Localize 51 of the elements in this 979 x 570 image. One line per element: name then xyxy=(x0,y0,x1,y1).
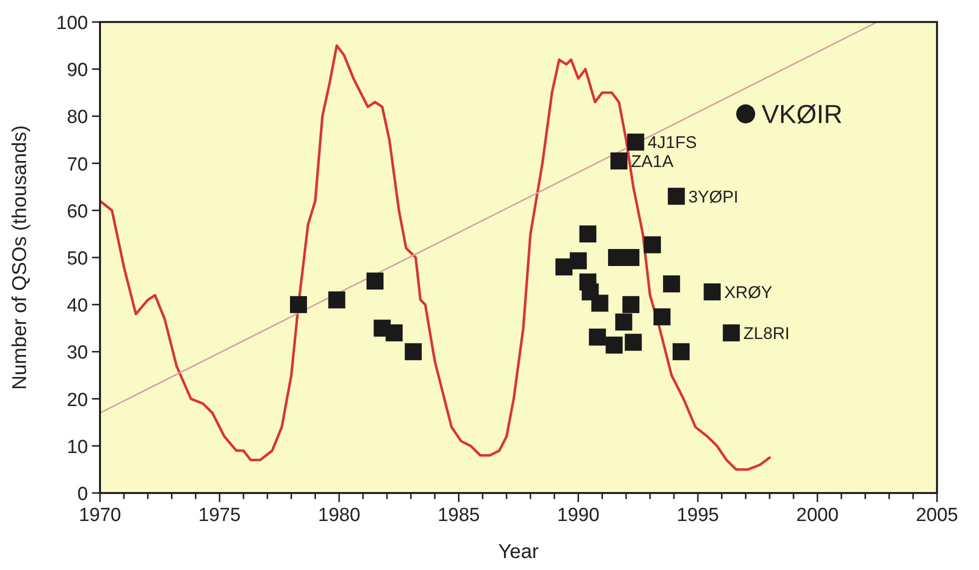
annotation: ZL8RI xyxy=(743,324,790,343)
point xyxy=(570,252,587,270)
point xyxy=(615,314,632,331)
annotation: 3YØPI xyxy=(688,187,738,206)
point xyxy=(579,225,596,242)
x-tick-label: 2005 xyxy=(916,505,958,526)
point xyxy=(290,296,307,314)
y-tick-label: 40 xyxy=(66,296,88,317)
x-tick-label: 2000 xyxy=(796,505,839,526)
point xyxy=(610,152,628,170)
annotation: 4J1FS xyxy=(648,133,697,152)
point xyxy=(328,291,346,308)
point xyxy=(386,324,403,342)
y-axis-title: Number of QSOs (thousands) xyxy=(9,125,31,390)
y-tick-label: 50 xyxy=(66,248,88,270)
point xyxy=(672,343,690,360)
point xyxy=(588,328,606,346)
point xyxy=(366,272,384,290)
annotation: ZA1A xyxy=(630,152,674,171)
y-tick-label: 90 xyxy=(66,60,88,82)
x-tick-label: 1980 xyxy=(318,505,360,526)
y-tick-label: 60 xyxy=(66,201,88,222)
x-tick-label: 1985 xyxy=(438,505,480,526)
point xyxy=(663,275,680,292)
y-tick-label: 0 xyxy=(77,484,88,505)
y-tick-label: 30 xyxy=(66,342,88,364)
x-tick-label: 1995 xyxy=(676,505,719,526)
y-tick-label: 80 xyxy=(66,107,88,128)
point xyxy=(653,308,670,326)
y-tick-label: 10 xyxy=(66,436,88,458)
point xyxy=(624,334,642,351)
x-axis-title: Year xyxy=(498,541,540,563)
point xyxy=(627,134,644,151)
y-tick-label: 20 xyxy=(66,390,88,411)
point xyxy=(736,104,756,124)
y-tick-label: 100 xyxy=(56,13,88,34)
annotation: VKØIR xyxy=(762,98,843,129)
point xyxy=(644,236,661,254)
x-tick-label: 1975 xyxy=(198,505,241,526)
point xyxy=(622,296,640,314)
point xyxy=(555,258,572,276)
point xyxy=(606,336,623,354)
annotation: XRØY xyxy=(724,282,772,302)
point xyxy=(591,294,608,312)
x-tick-label: 1970 xyxy=(78,505,122,526)
point xyxy=(668,188,685,205)
point xyxy=(404,343,422,360)
point xyxy=(722,324,740,342)
x-tick-label: 1990 xyxy=(557,505,600,526)
point xyxy=(704,283,721,300)
y-tick-label: 70 xyxy=(66,154,88,176)
